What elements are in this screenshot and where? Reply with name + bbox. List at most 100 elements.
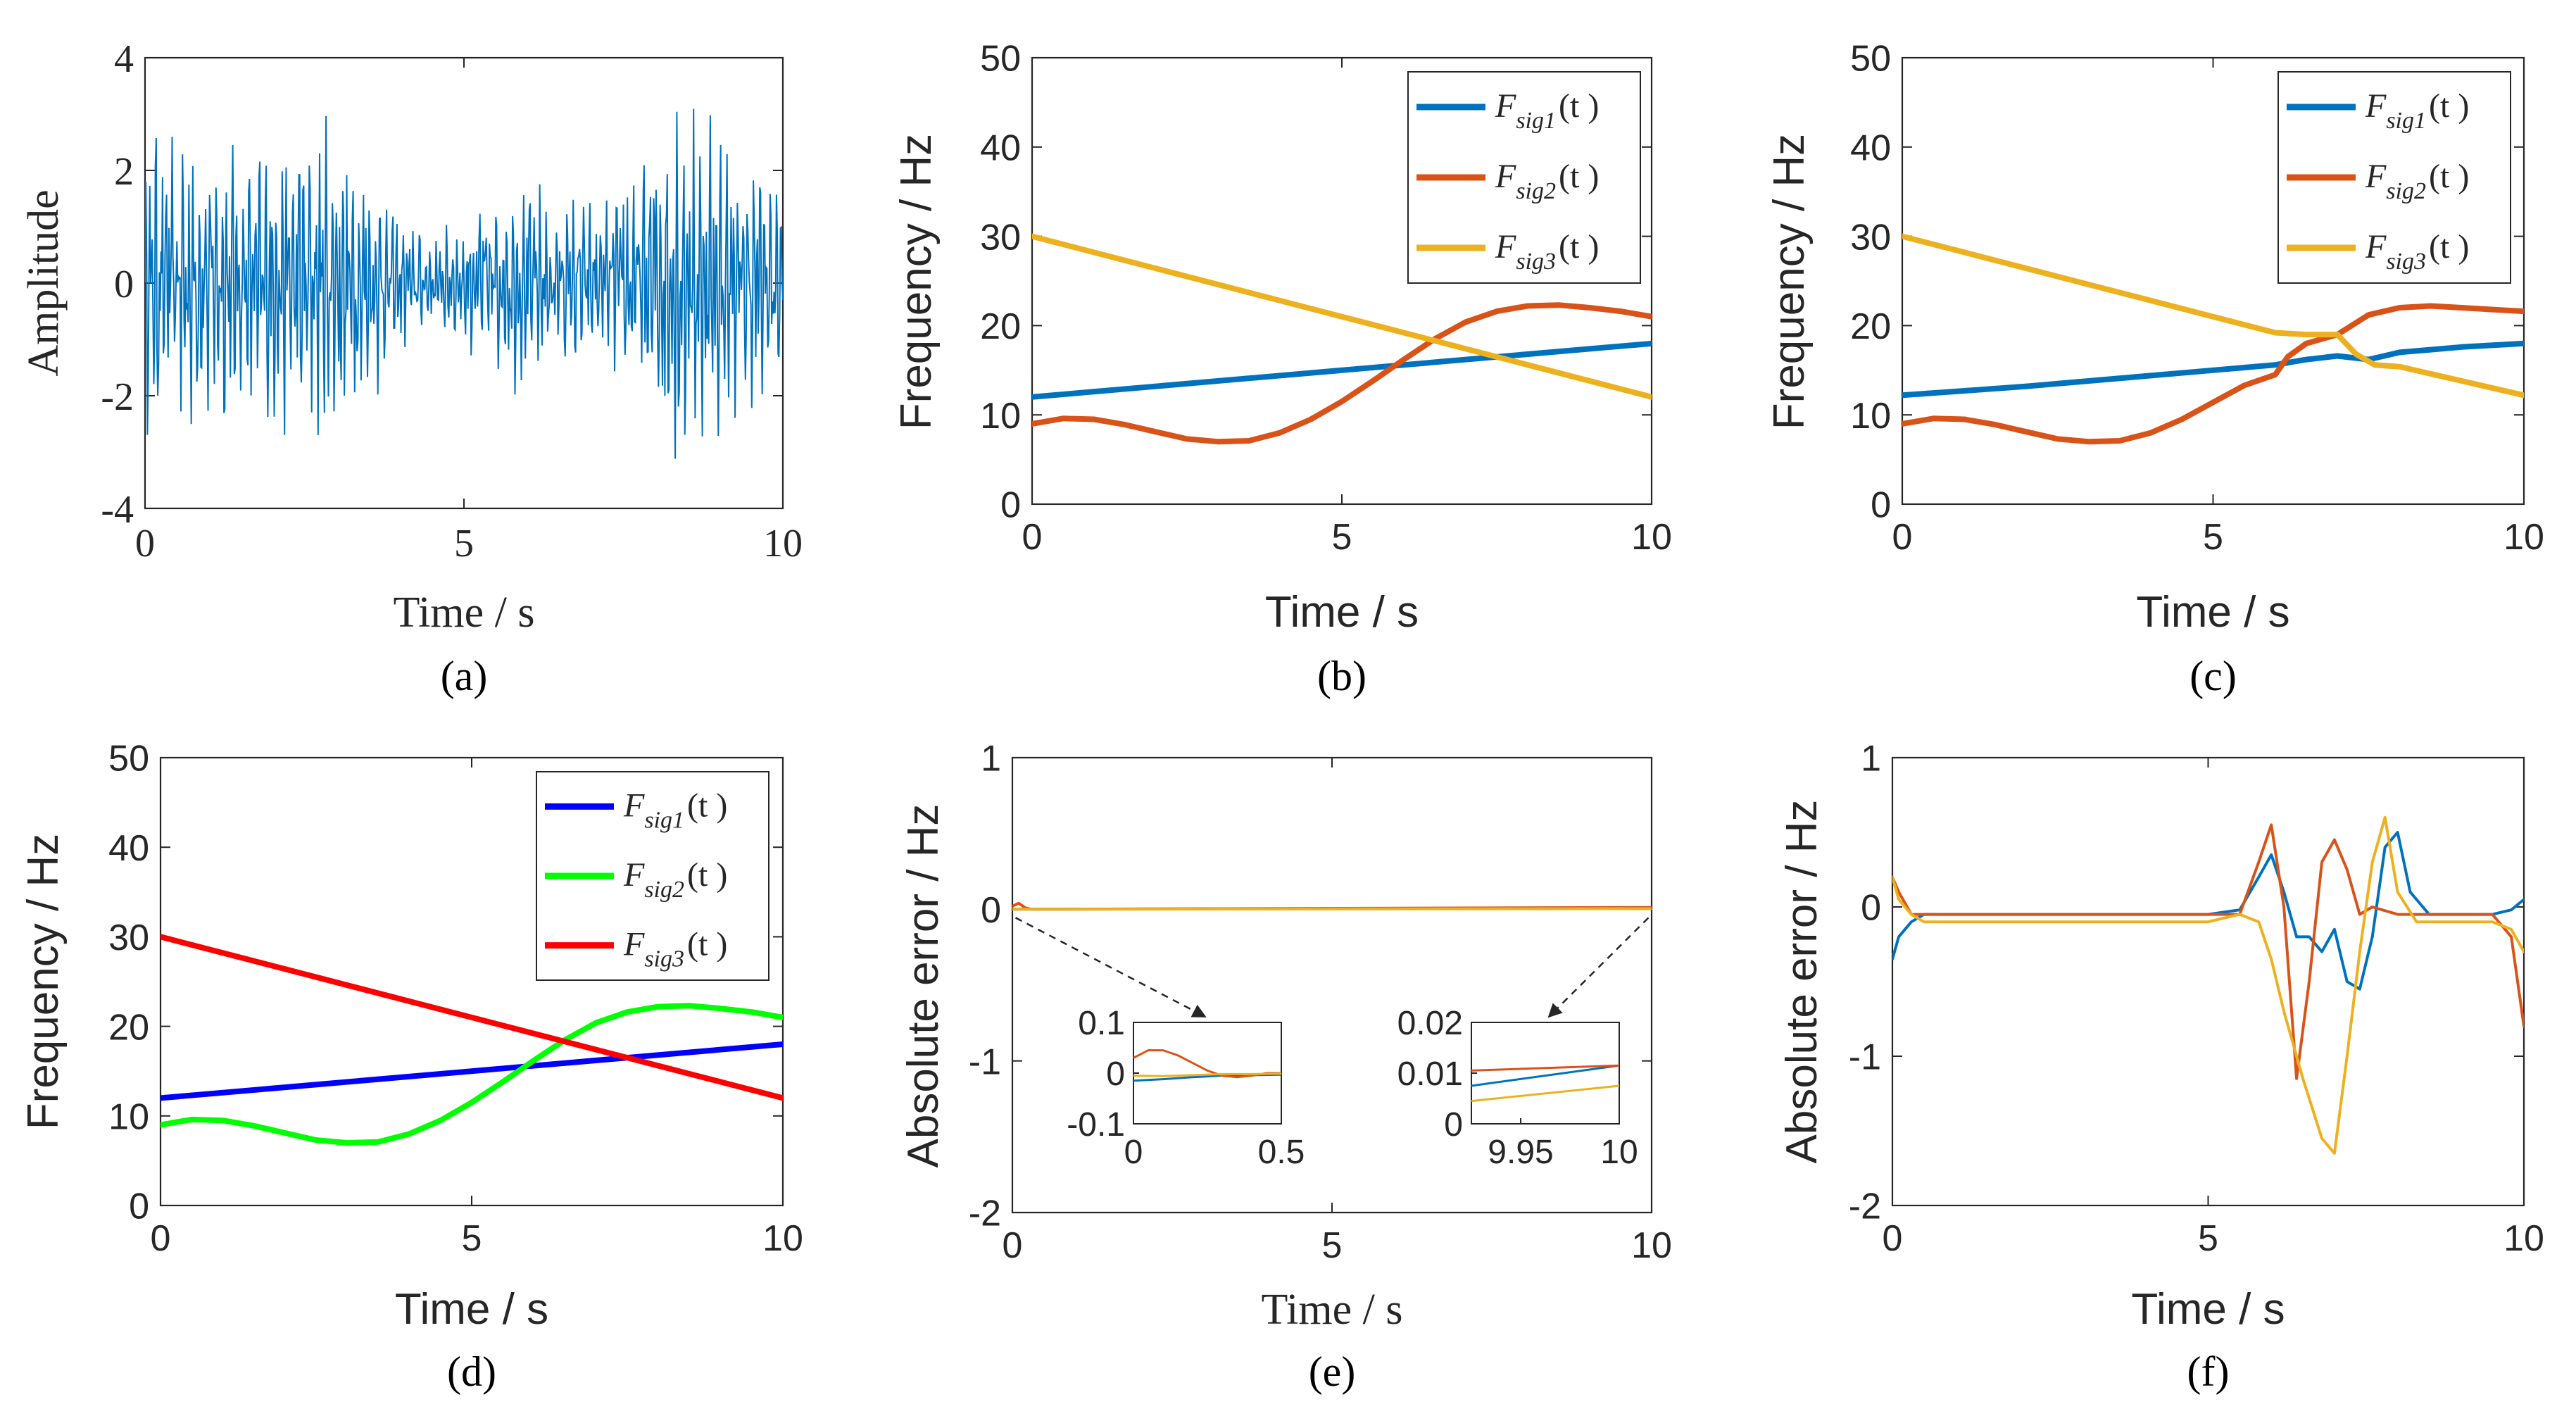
panel-f-x-tick-label: 10 — [2503, 1218, 2544, 1259]
zoom-arrow-left — [1014, 917, 1207, 1018]
legend-entry: Fsig2(t ) — [1495, 158, 1599, 204]
panel-e-y-tick-label: -2 — [969, 1194, 1001, 1234]
y-axis-label-e: Absolute error / Hz — [899, 804, 948, 1168]
panel-c-x-tick-label: 0 — [1892, 517, 1913, 558]
panel-d-y-tick-label: 40 — [108, 828, 149, 869]
panel-b-y-tick-label: 10 — [980, 396, 1021, 437]
panel-b-y-tick-label: 30 — [980, 217, 1021, 258]
panel-a-x-tick-label: 0 — [135, 522, 155, 565]
panel-f-y-tick-label: -1 — [1849, 1037, 1881, 1078]
inset-y-tick-label: 0 — [1444, 1106, 1463, 1144]
panel-d-x-tick-label: 10 — [762, 1218, 803, 1259]
panel-c-y-tick-label: 20 — [1850, 306, 1891, 347]
series-group-f — [1892, 815, 2524, 1155]
series-line-c-1 — [1902, 340, 2524, 399]
legend-entry: Fsig2(t ) — [2365, 158, 2469, 204]
y-axis-label-a: Amplitude — [20, 189, 68, 376]
series-line-d-2 — [161, 1003, 783, 1146]
panel-b-x-tick-label: 5 — [1332, 517, 1352, 558]
legend-entry: Fsig1(t ) — [2365, 87, 2469, 134]
panel-c-y-tick-label: 10 — [1850, 396, 1891, 437]
panel-label-a: (a) — [441, 653, 488, 699]
plot-area-f — [1891, 756, 2525, 1207]
panel-a-y-tick-label: 4 — [114, 37, 134, 81]
panel-b-y-tick-label: 40 — [980, 128, 1021, 169]
y-axis-label-b: Frequency / Hz — [892, 134, 941, 430]
panel-label-b: (b) — [1317, 653, 1366, 699]
y-axis-label-c: Frequency / Hz — [1765, 134, 1814, 430]
y-axis-label-f: Absolute error / Hz — [1778, 800, 1826, 1164]
inset-y-tick-label: 0 — [1106, 1056, 1125, 1093]
chart-panel-a: 0 5 10 4 2 0 -2 -4 Time / s Amplitude (a) — [20, 37, 803, 699]
panel-f-y-tick-label: -2 — [1849, 1186, 1881, 1227]
panel-e-y-tick-label: 1 — [981, 739, 1001, 779]
panel-e-x-tick-label: 10 — [1631, 1225, 1672, 1266]
series-line-f-3 — [1892, 815, 2524, 1155]
series-line-d-3 — [161, 934, 783, 1101]
panel-f-x-tick-label: 5 — [2198, 1218, 2218, 1259]
panel-a-x-tick-label: 10 — [763, 522, 803, 565]
y-axis-label-d: Frequency / Hz — [19, 834, 68, 1129]
series-group-c — [1902, 233, 2524, 445]
zoom-arrow-right — [1547, 917, 1650, 1018]
series-line-a-1 — [145, 108, 783, 459]
panel-a-x-tick-label: 5 — [454, 522, 474, 565]
x-axis-label-b: Time / s — [1265, 588, 1419, 637]
panel-label-e: (e) — [1309, 1348, 1356, 1395]
panel-e-x-tick-label: 0 — [1003, 1225, 1023, 1266]
panel-a-y-tick-label: -2 — [101, 375, 134, 419]
panel-a-y-tick-label: 2 — [114, 150, 134, 194]
legend-b: Fsig1(t ) Fsig2(t ) Fsig3(t ) — [1407, 71, 1641, 284]
series-line-b-2 — [1032, 302, 1652, 445]
x-axis-label-e: Time / s — [1261, 1286, 1402, 1334]
inset-series-line-3 — [1133, 1072, 1281, 1077]
zoom-arrows — [1014, 917, 1650, 1018]
legend-entry: Fsig3(t ) — [1495, 228, 1599, 275]
panel-e-x-tick-label: 5 — [1322, 1225, 1343, 1266]
panel-f-y-tick-label: 1 — [1861, 739, 1881, 779]
inset-series-line-3 — [1471, 1084, 1619, 1103]
panel-c-x-tick-label: 5 — [2203, 517, 2223, 558]
x-axis-label-f: Time / s — [2131, 1285, 2285, 1334]
panel-label-d: (d) — [447, 1348, 496, 1395]
panel-d-y-tick-label: 50 — [108, 739, 149, 779]
series-group-e — [1012, 901, 1652, 911]
legend-entry: Fsig1(t ) — [1495, 87, 1599, 134]
legend-entry: Fsig3(t ) — [623, 926, 727, 972]
series-group-a — [145, 108, 783, 459]
inset-series-line-1 — [1471, 1064, 1619, 1087]
panel-b-x-tick-label: 0 — [1022, 517, 1043, 558]
series-line-b-3 — [1032, 233, 1652, 400]
panel-d-x-tick-label: 0 — [151, 1218, 171, 1259]
x-axis-label-c: Time / s — [2136, 588, 2289, 637]
panel-d-y-tick-label: 0 — [129, 1186, 149, 1227]
inset-plot-area — [1471, 1022, 1620, 1125]
panel-e-y-tick-label: -1 — [969, 1041, 1001, 1082]
inset-x-tick-label: 0.5 — [1258, 1134, 1305, 1171]
series-group-b — [1032, 233, 1652, 445]
inset-x-tick-label: 0 — [1124, 1134, 1143, 1171]
series-line-b-1 — [1032, 340, 1652, 400]
inset-e-2: 9.95 10 0.02 0.01 0 — [1397, 1005, 1638, 1171]
series-line-e-3 — [1012, 907, 1652, 911]
panel-c-y-tick-label: 0 — [1871, 485, 1891, 526]
panel-c-y-tick-label: 40 — [1850, 128, 1891, 169]
panel-label-c: (c) — [2189, 653, 2237, 699]
chart-panel-d: 0 5 10 50 40 30 20 10 0 Time / s Frequency / Hz (d)… — [19, 739, 803, 1395]
panel-e-y-tick-label: 0 — [981, 890, 1001, 931]
inset-x-tick-label: 10 — [1600, 1134, 1638, 1171]
panel-b-x-tick-label: 10 — [1631, 517, 1672, 558]
chart-panel-c: 0 5 10 50 40 30 20 10 0 Time / s Frequency / Hz (c)… — [1765, 39, 2544, 699]
plot-area-e — [1011, 756, 1653, 1214]
panel-d-y-tick-label: 30 — [108, 917, 149, 958]
panel-b-y-tick-label: 20 — [980, 306, 1021, 347]
legend-entry: Fsig3(t ) — [2365, 228, 2469, 275]
x-axis-label-a: Time / s — [393, 589, 534, 637]
legend-d: Fsig1(t ) Fsig2(t ) Fsig3(t ) — [536, 771, 769, 981]
x-axis-label-d: Time / s — [395, 1285, 548, 1334]
panel-d-y-tick-label: 20 — [108, 1007, 149, 1048]
panel-b-y-tick-label: 50 — [980, 39, 1021, 80]
chart-panel-b: 0 5 10 50 40 30 20 10 0 Time / s Frequency / Hz (b)… — [892, 39, 1672, 699]
